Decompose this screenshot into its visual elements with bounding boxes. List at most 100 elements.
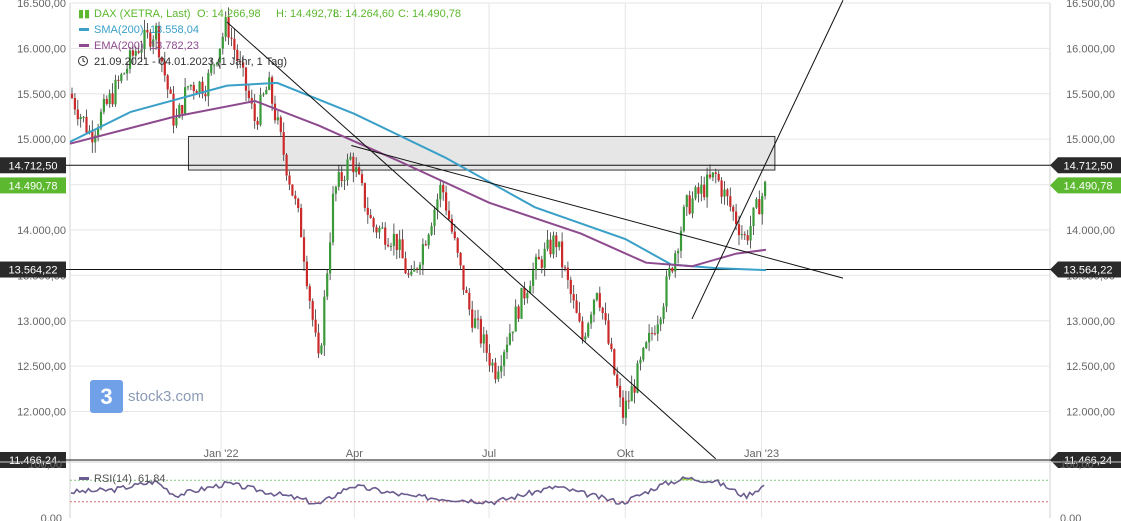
candle-up bbox=[178, 105, 181, 118]
candle-up bbox=[711, 172, 714, 178]
x-tick-label: Jan '23 bbox=[744, 448, 779, 460]
horizontal-levels bbox=[0, 164, 1121, 461]
candle-down bbox=[735, 211, 738, 225]
trendline bbox=[351, 145, 844, 279]
y-tick-label-right: 13.000,00 bbox=[1066, 316, 1115, 328]
candle-up bbox=[546, 239, 549, 249]
candle-down bbox=[456, 238, 459, 253]
candle-down bbox=[105, 98, 108, 104]
moving-averages bbox=[69, 81, 767, 272]
ema-name: EMA(200) bbox=[94, 40, 144, 52]
legend-open: O: 14.266,98 bbox=[197, 8, 261, 20]
y-tick-label-right: 15.500,00 bbox=[1066, 89, 1115, 101]
candle-up bbox=[500, 365, 503, 372]
price-tag-right-label: 14.712,50 bbox=[1064, 160, 1113, 172]
candle-down bbox=[488, 352, 491, 366]
candle-up bbox=[108, 93, 111, 104]
candle-down bbox=[621, 397, 625, 418]
candle-up bbox=[381, 227, 384, 229]
stock3-logo: 3 stock3.com bbox=[90, 380, 230, 414]
candle-up bbox=[648, 332, 651, 343]
candle-down bbox=[387, 244, 390, 247]
candle-down bbox=[288, 175, 291, 185]
candle-down bbox=[70, 93, 74, 98]
candle-down bbox=[192, 84, 195, 92]
candle-up bbox=[706, 174, 709, 198]
candle-down bbox=[447, 210, 451, 220]
price-tag-left-bg bbox=[0, 452, 66, 468]
candle-down bbox=[598, 293, 601, 308]
candle-down bbox=[201, 81, 204, 94]
candle-up bbox=[99, 111, 103, 129]
candle-down bbox=[737, 224, 741, 236]
candle-down bbox=[366, 207, 369, 215]
candle-down bbox=[181, 105, 184, 114]
candle-down bbox=[650, 332, 654, 334]
candle-down bbox=[340, 172, 343, 181]
candle-down bbox=[616, 374, 619, 386]
candle-up bbox=[218, 48, 221, 63]
candle-down bbox=[302, 237, 306, 262]
price-tag-right-bg bbox=[1050, 177, 1121, 194]
rsi-line bbox=[70, 476, 765, 506]
candle-up bbox=[224, 17, 227, 37]
y-tick-label-right: 16.000,00 bbox=[1066, 43, 1115, 55]
candle-up bbox=[152, 39, 155, 47]
candle-down bbox=[523, 287, 526, 299]
candle-down bbox=[111, 93, 114, 105]
candle-up bbox=[97, 128, 100, 136]
candle-down bbox=[468, 292, 471, 310]
rsi-overbought-fill bbox=[681, 477, 685, 481]
candle-down bbox=[453, 231, 456, 239]
candle-up bbox=[389, 246, 393, 248]
y-tick-label-left: 12.000,00 bbox=[17, 407, 66, 419]
price-tag-right-bg bbox=[1050, 261, 1121, 278]
candle-down bbox=[395, 233, 398, 251]
candle-up bbox=[184, 87, 187, 114]
candle-up bbox=[433, 209, 436, 227]
candle-down bbox=[613, 349, 616, 375]
x-tick-label: Jul bbox=[482, 448, 496, 460]
candle-down bbox=[85, 116, 88, 133]
candle-up bbox=[662, 306, 665, 320]
candle-up bbox=[526, 293, 529, 299]
candle-down bbox=[471, 309, 474, 328]
candle-down bbox=[714, 172, 717, 174]
candle-up bbox=[700, 184, 703, 194]
candle-down bbox=[566, 267, 569, 280]
candle-up bbox=[378, 227, 381, 233]
sma-name: SMA(200) bbox=[94, 24, 144, 36]
candle-up bbox=[418, 264, 422, 270]
candle-up bbox=[134, 51, 137, 56]
y-tick-label-left: 16.000,00 bbox=[17, 43, 66, 55]
candle-down bbox=[708, 174, 712, 178]
y-tick-label-left: 15.000,00 bbox=[17, 134, 66, 146]
candle-down bbox=[317, 332, 320, 354]
candle-down bbox=[311, 300, 314, 320]
candle-down bbox=[300, 207, 303, 238]
legend-high: H: 14.492,78 bbox=[276, 8, 339, 20]
sma-swatch bbox=[79, 28, 89, 31]
trendlines bbox=[226, 0, 844, 460]
grid-lines bbox=[69, 2, 1051, 518]
candle-up bbox=[685, 195, 688, 208]
candle-up bbox=[691, 198, 694, 214]
candle-up bbox=[326, 273, 329, 297]
candle-down bbox=[305, 261, 308, 287]
candle-down bbox=[358, 167, 361, 175]
candle-down bbox=[160, 57, 163, 62]
legend-close: C: 14.490,78 bbox=[398, 8, 461, 20]
price-tag-right-bg bbox=[1050, 157, 1121, 174]
clock-icon bbox=[78, 56, 88, 66]
candle-down bbox=[717, 173, 720, 181]
candle-down bbox=[537, 256, 540, 260]
candle-up bbox=[265, 89, 268, 95]
ema-200-line bbox=[69, 99, 767, 268]
candle-down bbox=[242, 62, 245, 68]
trendline bbox=[691, 0, 844, 320]
candle-down bbox=[633, 386, 636, 393]
y-tick-label-right: 14.000,00 bbox=[1066, 225, 1115, 237]
candle-up bbox=[155, 25, 158, 40]
candle-up bbox=[752, 207, 755, 226]
clock-hands-icon bbox=[82, 58, 86, 63]
